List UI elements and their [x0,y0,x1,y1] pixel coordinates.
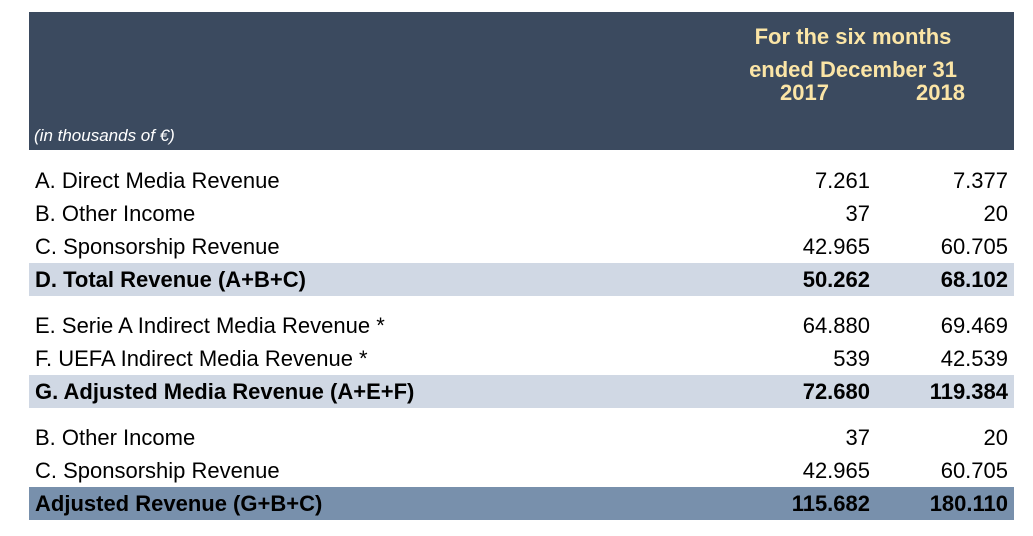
table-row: F. UEFA Indirect Media Revenue * 539 42.… [29,342,1014,375]
spacer [29,150,1014,164]
row-label: F. UEFA Indirect Media Revenue * [35,346,368,371]
row-label: C. Sponsorship Revenue [35,458,280,483]
period-line-1: For the six months [754,24,952,49]
subtotal-row-total-revenue: D. Total Revenue (A+B+C) 50.262 68.102 [29,263,1014,296]
row-label: D. Total Revenue (A+B+C) [35,267,306,292]
year-2018-heading: 2018 [916,80,965,105]
period-heading: For the six months ended December 31 [708,20,998,86]
table-row: A. Direct Media Revenue 7.261 7.377 [29,164,1014,197]
value-2018: 60.705 [940,458,1008,483]
value-2017: 37 [845,425,870,450]
value-2017: 7.261 [814,168,870,193]
table-row: B. Other Income 37 20 [29,197,1014,230]
value-2017: 72.680 [802,379,870,404]
subtotal-row-adjusted-media-revenue: G. Adjusted Media Revenue (A+E+F) 72.680… [29,375,1014,408]
value-2017: 37 [845,201,870,226]
grand-total-row-adjusted-revenue: Adjusted Revenue (G+B+C) 115.682 180.110 [29,487,1014,520]
row-label: C. Sponsorship Revenue [35,234,280,259]
value-2018: 20 [983,201,1008,226]
value-2017: 42.965 [802,234,870,259]
row-label: B. Other Income [35,201,196,226]
value-2017: 64.880 [802,313,870,338]
spacer [29,296,1014,309]
row-label: G. Adjusted Media Revenue (A+E+F) [35,379,415,404]
row-label: A. Direct Media Revenue [35,168,280,193]
value-2018: 7.377 [952,168,1008,193]
value-2018: 68.102 [940,267,1008,292]
table-row: B. Other Income 37 20 [29,421,1014,454]
row-label: B. Other Income [35,425,196,450]
row-label: Adjusted Revenue (G+B+C) [35,491,323,516]
table-row: C. Sponsorship Revenue 42.965 60.705 [29,454,1014,487]
value-2018: 119.384 [929,379,1008,404]
revenue-table: For the six months ended December 31 201… [29,12,1014,520]
value-2018: 42.539 [940,346,1008,371]
row-label: E. Serie A Indirect Media Revenue * [35,313,385,338]
value-2017: 50.262 [802,267,870,292]
value-2017: 539 [833,346,870,371]
table-row: C. Sponsorship Revenue 42.965 60.705 [29,230,1014,263]
units-note: (in thousands of €) [34,126,175,145]
value-2018: 60.705 [940,234,1008,259]
table-row: E. Serie A Indirect Media Revenue * 64.8… [29,309,1014,342]
period-line-2: ended December 31 [749,57,957,82]
value-2018: 20 [983,425,1008,450]
value-2017: 42.965 [802,458,870,483]
value-2018: 69.469 [940,313,1008,338]
year-headings: 2017 2018 [773,80,1014,114]
spacer [29,408,1014,421]
year-2017-heading: 2017 [780,80,829,105]
table-header: For the six months ended December 31 201… [29,12,1014,150]
value-2017: 115.682 [791,491,870,516]
value-2018: 180.110 [929,491,1008,516]
